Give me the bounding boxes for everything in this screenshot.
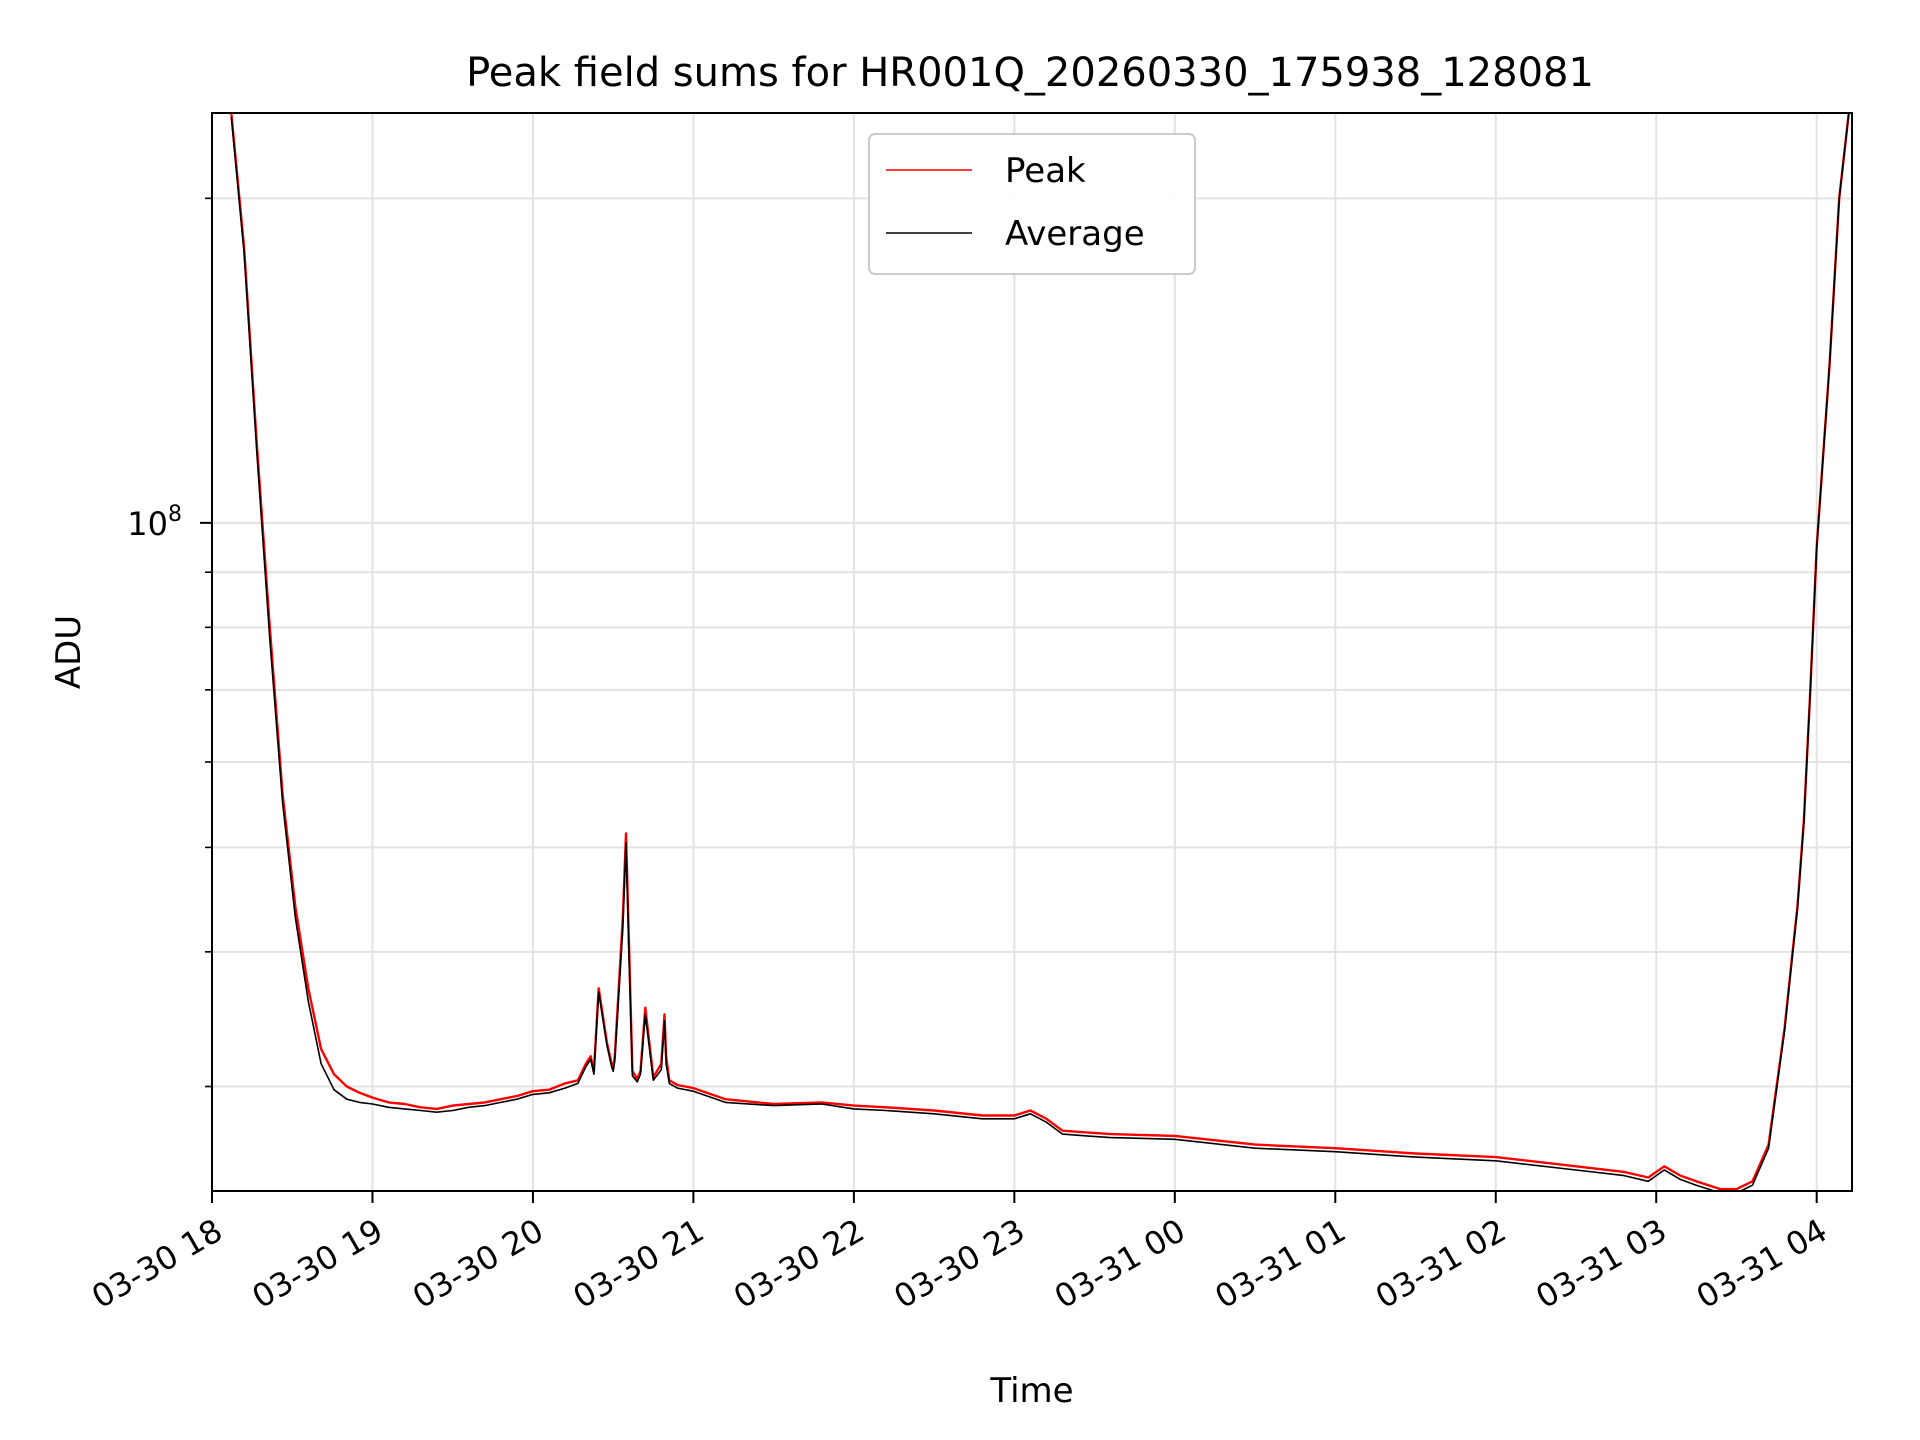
- chart-title: Peak field sums for HR001Q_20260330_1759…: [466, 50, 1594, 96]
- series-lines: [230, 113, 1850, 1191]
- series-average-line: [230, 113, 1850, 1191]
- y-axis-label: ADU: [49, 615, 89, 689]
- grid: [211, 113, 1852, 1191]
- x-axis-label: Time: [989, 1371, 1073, 1411]
- legend: Peak Average: [868, 133, 1196, 275]
- legend-peak-label: Peak: [1005, 151, 1086, 191]
- y-tick-label: 108: [127, 502, 182, 543]
- plot-area-frame: [211, 112, 1853, 1192]
- legend-box: [868, 133, 1196, 275]
- y-axis: 108: [127, 197, 212, 1088]
- legend-average-label: Average: [1005, 214, 1145, 254]
